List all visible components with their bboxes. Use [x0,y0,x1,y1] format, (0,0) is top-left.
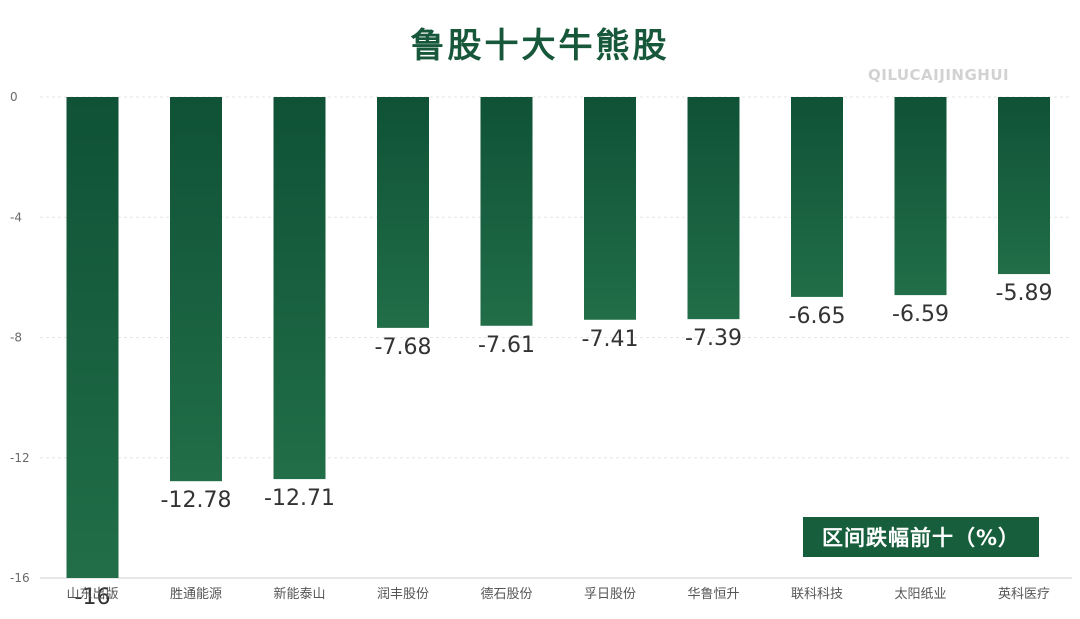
category-label: 太阳纸业 [894,587,946,602]
y-tick-label: -8 [10,331,22,345]
category-label: 孚日股份 [584,587,636,602]
data-label: -5.89 [996,281,1053,306]
bar [377,97,429,328]
category-label: 联科科技 [791,587,843,602]
bar [584,97,636,320]
labels: 0-4-8-12-16-16山东出版-12.78胜通能源-12.71新能泰山-7… [10,90,1052,610]
bar [894,97,947,296]
data-label: -7.41 [582,327,639,352]
data-label: -7.61 [478,333,535,358]
category-label: 英科医疗 [998,587,1050,602]
y-tick-label: -12 [10,451,30,465]
bar [273,97,326,480]
category-label: 新能泰山 [273,586,325,602]
data-label: -6.59 [892,302,949,327]
y-tick-label: 0 [10,90,18,104]
bar [687,97,740,320]
bar [480,97,533,326]
category-label: 德石股份 [480,587,532,602]
bar [998,97,1050,275]
category-label: 华鲁恒升 [687,587,739,602]
y-tick-label: -4 [10,210,22,224]
bar [170,97,222,482]
legend-badge: 区间跌幅前十（%） [803,517,1039,557]
category-label: 润丰股份 [377,587,429,602]
data-label: -7.39 [685,326,742,351]
watermark: QILUCAIJINGHUI [868,66,1010,84]
data-label: -12.78 [161,488,232,513]
data-label: -16 [75,585,111,610]
category-label: 山东出版 [66,587,118,602]
bars [66,97,1050,578]
data-label: -6.65 [789,304,846,329]
chart-title: 鲁股十大牛熊股 [410,26,670,66]
y-tick-label: -16 [10,571,30,585]
data-label: -7.68 [375,335,432,360]
data-label: -12.71 [264,486,335,511]
bar [66,97,119,578]
bar [791,97,843,297]
category-label: 胜通能源 [170,587,222,602]
